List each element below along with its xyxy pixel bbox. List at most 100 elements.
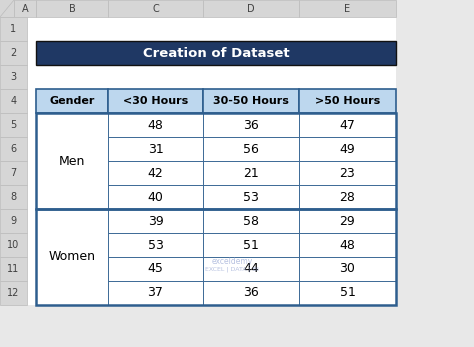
- Text: 49: 49: [340, 143, 356, 155]
- Text: 31: 31: [147, 143, 164, 155]
- Bar: [108, 257, 203, 281]
- Text: 36: 36: [243, 118, 259, 132]
- Bar: [299, 0, 396, 17]
- Bar: [0, 113, 27, 137]
- Text: 5: 5: [10, 120, 17, 130]
- Bar: [108, 161, 203, 185]
- Text: EXCEL | DATA | BI: EXCEL | DATA | BI: [205, 266, 259, 272]
- Bar: [299, 233, 396, 257]
- Text: B: B: [69, 3, 75, 14]
- Polygon shape: [0, 0, 14, 17]
- Bar: [108, 185, 203, 209]
- Text: 6: 6: [10, 144, 17, 154]
- Bar: [108, 137, 203, 161]
- Text: 10: 10: [8, 240, 19, 250]
- Bar: [203, 0, 299, 17]
- Text: 48: 48: [339, 238, 356, 252]
- Text: exceldemy: exceldemy: [211, 257, 253, 266]
- Bar: [203, 161, 299, 185]
- Text: C: C: [152, 3, 159, 14]
- Bar: [0, 41, 27, 65]
- Bar: [203, 257, 299, 281]
- Bar: [36, 41, 396, 65]
- Bar: [203, 281, 299, 305]
- Text: Creation of Dataset: Creation of Dataset: [143, 46, 289, 59]
- Text: 51: 51: [243, 238, 259, 252]
- Bar: [299, 185, 396, 209]
- Bar: [0, 233, 27, 257]
- Bar: [203, 137, 299, 161]
- Text: 45: 45: [147, 262, 164, 276]
- Text: 8: 8: [10, 192, 17, 202]
- Bar: [108, 281, 203, 305]
- Text: 1: 1: [10, 24, 17, 34]
- Text: 23: 23: [340, 167, 356, 179]
- Text: Gender: Gender: [49, 96, 95, 106]
- Text: 30-50 Hours: 30-50 Hours: [213, 96, 289, 106]
- Text: Men: Men: [59, 154, 85, 168]
- Text: 48: 48: [147, 118, 164, 132]
- Text: 56: 56: [243, 143, 259, 155]
- Text: >50 Hours: >50 Hours: [315, 96, 380, 106]
- Text: 29: 29: [340, 214, 356, 228]
- Text: 12: 12: [7, 288, 20, 298]
- Text: 4: 4: [10, 96, 17, 106]
- Bar: [299, 161, 396, 185]
- Text: D: D: [247, 3, 255, 14]
- Bar: [203, 89, 299, 113]
- Text: Women: Women: [48, 251, 95, 263]
- Bar: [0, 161, 27, 185]
- Bar: [203, 209, 299, 233]
- Text: E: E: [345, 3, 351, 14]
- Bar: [0, 89, 27, 113]
- Text: 47: 47: [339, 118, 356, 132]
- Text: 7: 7: [10, 168, 17, 178]
- Text: 51: 51: [339, 287, 356, 299]
- Text: 36: 36: [243, 287, 259, 299]
- Bar: [108, 209, 203, 233]
- Text: 3: 3: [10, 72, 17, 82]
- Bar: [0, 17, 27, 41]
- Bar: [299, 113, 396, 137]
- Text: 30: 30: [339, 262, 356, 276]
- Text: 11: 11: [8, 264, 19, 274]
- Bar: [0, 281, 27, 305]
- Bar: [14, 17, 396, 305]
- Bar: [14, 0, 36, 17]
- Bar: [36, 89, 108, 113]
- Text: 9: 9: [10, 216, 17, 226]
- Bar: [299, 89, 396, 113]
- Text: 42: 42: [147, 167, 164, 179]
- Bar: [203, 233, 299, 257]
- Bar: [299, 257, 396, 281]
- Bar: [0, 257, 27, 281]
- Bar: [108, 0, 203, 17]
- Bar: [299, 281, 396, 305]
- Bar: [203, 185, 299, 209]
- Bar: [36, 113, 108, 209]
- Bar: [36, 209, 108, 305]
- Bar: [0, 185, 27, 209]
- Bar: [203, 113, 299, 137]
- Bar: [0, 0, 14, 17]
- Text: 44: 44: [243, 262, 259, 276]
- Bar: [108, 233, 203, 257]
- Bar: [36, 0, 108, 17]
- Bar: [0, 209, 27, 233]
- Text: 39: 39: [147, 214, 164, 228]
- Text: 2: 2: [10, 48, 17, 58]
- Bar: [108, 89, 203, 113]
- Text: 28: 28: [339, 191, 356, 203]
- Bar: [36, 113, 396, 209]
- Text: 53: 53: [243, 191, 259, 203]
- Text: 53: 53: [147, 238, 164, 252]
- Bar: [0, 65, 27, 89]
- Bar: [36, 209, 396, 305]
- Bar: [299, 209, 396, 233]
- Text: <30 Hours: <30 Hours: [123, 96, 188, 106]
- Bar: [0, 137, 27, 161]
- Bar: [299, 137, 396, 161]
- Text: 58: 58: [243, 214, 259, 228]
- Text: 21: 21: [243, 167, 259, 179]
- Text: 37: 37: [147, 287, 164, 299]
